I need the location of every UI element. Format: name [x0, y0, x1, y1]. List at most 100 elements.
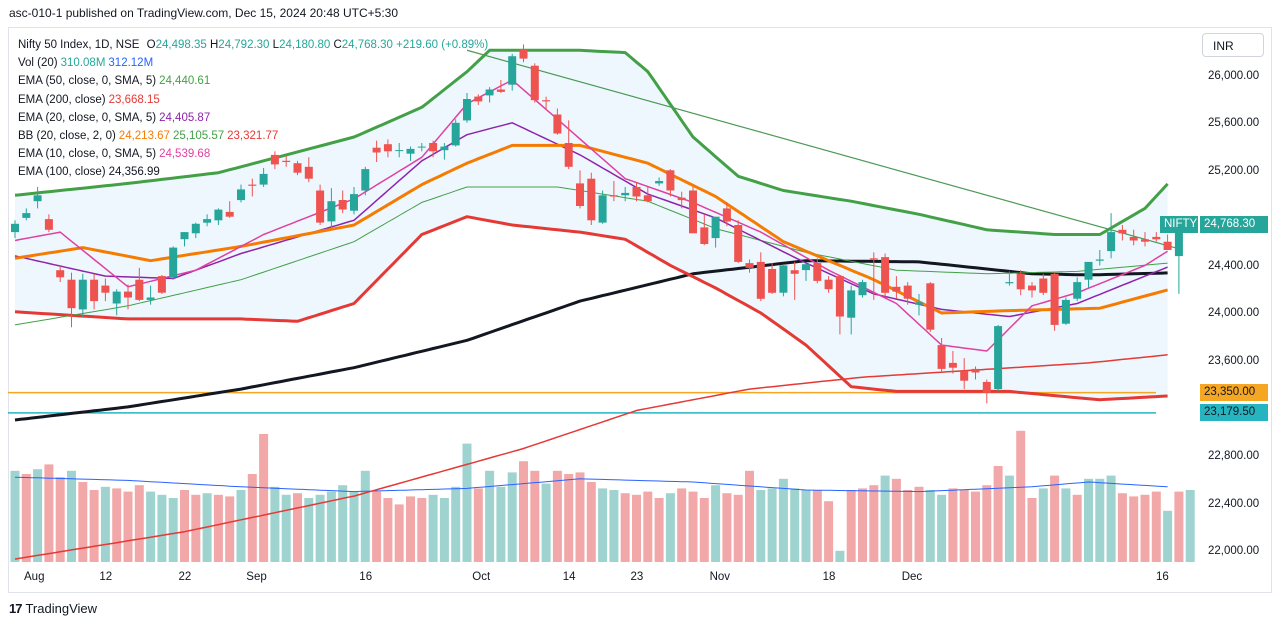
candle[interactable] [78, 273, 87, 318]
candle[interactable] [869, 252, 878, 300]
candle[interactable] [722, 202, 731, 227]
candle[interactable] [982, 379, 991, 404]
candle[interactable] [485, 87, 494, 103]
candle[interactable] [237, 184, 245, 203]
candle[interactable] [813, 258, 822, 284]
candle[interactable] [1174, 221, 1183, 294]
candle[interactable] [1005, 271, 1014, 286]
candle[interactable] [576, 170, 584, 209]
candle[interactable] [203, 214, 212, 227]
candle[interactable] [508, 53, 517, 91]
tradingview-logo[interactable]: 17 TradingView [9, 601, 97, 616]
candle[interactable] [112, 289, 121, 316]
candle[interactable] [711, 216, 720, 248]
candle[interactable] [451, 119, 460, 147]
candle[interactable] [417, 142, 426, 152]
candle[interactable] [960, 358, 969, 390]
candle[interactable] [542, 96, 551, 110]
candle[interactable] [858, 279, 867, 298]
candle[interactable] [903, 282, 912, 305]
candle[interactable] [124, 284, 132, 310]
candle[interactable] [689, 186, 697, 234]
legend-row[interactable]: EMA (50, close, 0, SMA, 5) 24,440.61 [18, 72, 488, 90]
candle[interactable] [621, 186, 630, 202]
legend-row[interactable]: EMA (100, close) 24,356.99 [18, 163, 488, 181]
candle[interactable] [67, 272, 76, 328]
candle[interactable] [1061, 297, 1070, 325]
candle[interactable] [598, 190, 607, 224]
candle[interactable] [259, 167, 268, 187]
candle[interactable] [304, 157, 313, 183]
candle[interactable] [361, 166, 370, 196]
candle[interactable] [248, 178, 257, 197]
candle[interactable] [474, 94, 483, 105]
candle[interactable] [756, 252, 765, 302]
candle[interactable] [994, 324, 1003, 392]
candle[interactable] [937, 337, 946, 373]
candle[interactable] [496, 79, 505, 94]
candle[interactable] [971, 366, 980, 380]
candle[interactable] [146, 285, 155, 305]
candle[interactable] [406, 146, 415, 161]
candle[interactable] [429, 140, 438, 158]
candle[interactable] [1028, 282, 1036, 298]
currency-button[interactable]: INR [1202, 33, 1264, 57]
candle[interactable] [1095, 249, 1104, 266]
legend-row[interactable]: Vol (20) 310.08M 312.12M [18, 54, 488, 72]
candle[interactable] [316, 184, 325, 226]
candle[interactable] [372, 140, 381, 163]
chart-frame[interactable] [8, 27, 1272, 593]
candle[interactable] [1050, 272, 1059, 331]
candle[interactable] [609, 181, 618, 202]
candle[interactable] [892, 276, 901, 299]
candle[interactable] [824, 276, 833, 293]
candle[interactable] [169, 246, 178, 280]
candle[interactable] [1073, 277, 1082, 302]
candle[interactable] [135, 267, 144, 302]
candle[interactable] [327, 188, 336, 228]
candle[interactable] [677, 191, 686, 209]
candle[interactable] [180, 232, 189, 247]
candle[interactable] [1152, 232, 1161, 242]
candle[interactable] [926, 282, 935, 333]
candle[interactable] [666, 169, 675, 197]
legend-row[interactable]: EMA (200, close) 23,668.15 [18, 91, 488, 109]
candle[interactable] [564, 120, 573, 170]
candle[interactable] [463, 93, 471, 123]
candle[interactable] [11, 220, 19, 239]
candle[interactable] [1129, 229, 1138, 246]
legend-symbol-row[interactable]: Nifty 50 Index, 1D, NSE O24,498.35 H24,7… [18, 36, 488, 54]
candle[interactable] [338, 190, 347, 214]
candle[interactable] [33, 186, 42, 209]
candle[interactable] [790, 261, 799, 300]
candle[interactable] [700, 214, 709, 246]
candle[interactable] [643, 186, 652, 203]
candle[interactable] [915, 293, 923, 316]
candle[interactable] [293, 160, 302, 176]
candle[interactable] [881, 253, 890, 298]
candle[interactable] [1163, 234, 1172, 250]
candle[interactable] [395, 142, 404, 158]
candle[interactable] [553, 108, 562, 135]
candle[interactable] [157, 274, 166, 294]
candle[interactable] [779, 264, 788, 297]
candle[interactable] [101, 278, 110, 302]
candle[interactable] [383, 139, 392, 158]
candle[interactable] [22, 208, 31, 221]
candle[interactable] [655, 177, 664, 186]
candle[interactable] [225, 201, 234, 218]
candle[interactable] [350, 186, 358, 215]
candle[interactable] [530, 63, 539, 103]
candle[interactable] [1107, 213, 1116, 259]
legend-row[interactable]: BB (20, close, 2, 0) 24,213.67 25,105.57 23… [18, 127, 488, 145]
candle[interactable] [440, 142, 449, 160]
candle[interactable] [90, 273, 99, 310]
candle[interactable] [768, 263, 777, 294]
candle[interactable] [1118, 225, 1127, 241]
candle[interactable] [745, 259, 754, 273]
legend-row[interactable]: EMA (10, close, 0, SMA, 5) 24,539.68 [18, 145, 488, 163]
candle[interactable] [56, 265, 65, 283]
candle[interactable] [270, 151, 279, 170]
candle[interactable] [734, 220, 743, 264]
